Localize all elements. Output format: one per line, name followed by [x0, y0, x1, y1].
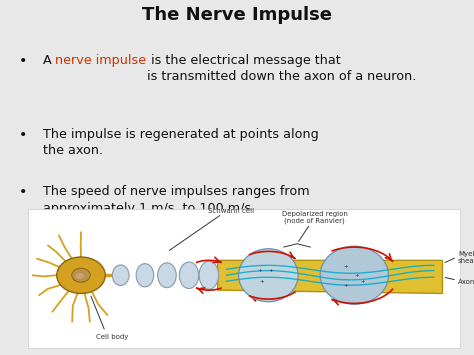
- Text: +: +: [257, 268, 262, 273]
- Ellipse shape: [75, 273, 84, 279]
- Text: •: •: [19, 185, 27, 199]
- Polygon shape: [218, 260, 443, 294]
- Ellipse shape: [238, 249, 298, 302]
- Text: •: •: [19, 54, 27, 67]
- Text: +: +: [259, 279, 264, 284]
- Ellipse shape: [72, 268, 90, 282]
- Text: Axon: Axon: [458, 279, 474, 285]
- Text: Depolarized region
(node of Ranvier): Depolarized region (node of Ranvier): [282, 211, 347, 224]
- Ellipse shape: [179, 262, 199, 289]
- Text: is the electrical message that
is transmitted down the axon of a neuron.: is the electrical message that is transm…: [146, 54, 416, 83]
- Ellipse shape: [320, 246, 389, 304]
- Text: •: •: [19, 128, 27, 142]
- Text: Cell body: Cell body: [96, 334, 128, 339]
- Text: Myelin
sheath: Myelin sheath: [458, 251, 474, 263]
- Ellipse shape: [136, 264, 154, 287]
- Text: +: +: [354, 273, 359, 278]
- Text: A: A: [43, 54, 55, 66]
- Ellipse shape: [158, 263, 176, 288]
- Text: +: +: [343, 264, 348, 269]
- Ellipse shape: [112, 265, 129, 285]
- FancyBboxPatch shape: [28, 209, 460, 348]
- Text: nerve impulse: nerve impulse: [55, 54, 146, 66]
- Text: +: +: [361, 279, 365, 284]
- Text: +: +: [268, 268, 273, 273]
- Text: Schwann cell: Schwann cell: [208, 208, 254, 214]
- Text: The impulse is regenerated at points along
the axon.: The impulse is regenerated at points alo…: [43, 128, 319, 157]
- Text: The speed of nerve impulses ranges from
approximately 1 m/s  to 100 m/s.: The speed of nerve impulses ranges from …: [43, 185, 309, 215]
- Text: The Nerve Impulse: The Nerve Impulse: [142, 6, 332, 24]
- Ellipse shape: [57, 257, 105, 294]
- Ellipse shape: [199, 261, 219, 289]
- Text: +: +: [343, 283, 348, 288]
